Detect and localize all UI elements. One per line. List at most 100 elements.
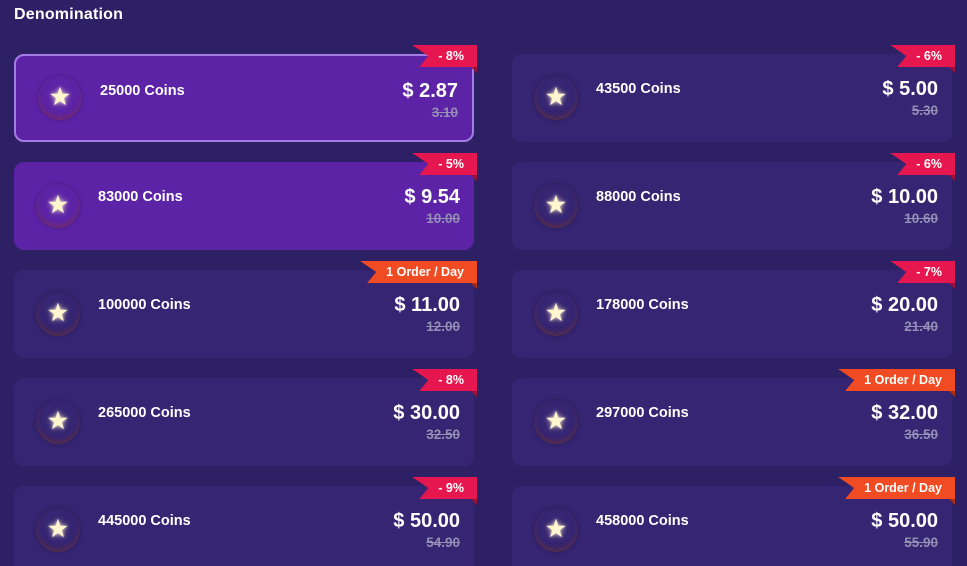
price-current: $ 11.00: [394, 294, 460, 316]
card-body: ★ 43500 Coins $ 5.00 5.30: [512, 54, 952, 142]
price-block: $ 50.00 54.90: [393, 510, 460, 550]
badge-fold-decoration: [471, 67, 477, 73]
price-block: $ 9.54 10.00: [404, 186, 460, 226]
card-body: ★ 100000 Coins $ 11.00 12.00: [14, 270, 474, 358]
denomination-card[interactable]: - 8% ★ 265000 Coins $ 30.00 32.50: [14, 369, 477, 466]
price-block: $ 20.00 21.40: [871, 294, 938, 334]
denomination-list: - 8% ★ 25000 Coins $ 2.87 3.10 - 6% ★ 43…: [14, 45, 967, 566]
price-block: $ 30.00 32.50: [393, 402, 460, 442]
price-current: $ 5.00: [882, 78, 938, 100]
page-title: Denomination: [14, 6, 124, 23]
star-coin-icon: ★: [534, 508, 578, 552]
card-body: ★ 297000 Coins $ 32.00 36.50: [512, 378, 952, 466]
coin-amount-label: 265000 Coins: [98, 405, 191, 421]
star-glyph: ★: [544, 514, 568, 543]
price-original: 3.10: [431, 105, 458, 120]
badge-fold-decoration: [949, 67, 955, 73]
coin-amount-label: 43500 Coins: [596, 81, 681, 97]
denomination-card[interactable]: - 9% ★ 445000 Coins $ 50.00 54.90: [14, 477, 477, 566]
price-original: 10.00: [426, 211, 460, 226]
discount-badge: - 6%: [890, 153, 955, 175]
denomination-card[interactable]: 1 Order / Day ★ 297000 Coins $ 32.00 36.…: [512, 369, 955, 466]
price-current: $ 20.00: [871, 294, 938, 316]
star-coin-icon: ★: [36, 292, 80, 336]
coin-amount-label: 25000 Coins: [100, 83, 185, 99]
coin-amount-label: 297000 Coins: [596, 405, 689, 421]
denomination-card[interactable]: - 7% ★ 178000 Coins $ 20.00 21.40: [512, 261, 955, 358]
star-glyph: ★: [46, 298, 70, 327]
badge-fold-decoration: [471, 499, 477, 505]
price-current: $ 50.00: [393, 510, 460, 532]
order-limit-badge: 1 Order / Day: [360, 261, 477, 283]
badge-fold-decoration: [471, 175, 477, 181]
star-glyph: ★: [46, 514, 70, 543]
price-block: $ 2.87 3.10: [402, 80, 458, 120]
price-original: 54.90: [426, 535, 460, 550]
star-glyph: ★: [544, 406, 568, 435]
star-coin-icon: ★: [36, 184, 80, 228]
price-original: 5.30: [911, 103, 938, 118]
star-coin-icon: ★: [534, 400, 578, 444]
price-original: 32.50: [426, 427, 460, 442]
badge-fold-decoration: [471, 283, 477, 289]
badge-fold-decoration: [949, 499, 955, 505]
card-body: ★ 88000 Coins $ 10.00 10.60: [512, 162, 952, 250]
price-block: $ 11.00 12.00: [394, 294, 460, 334]
order-limit-badge: 1 Order / Day: [838, 369, 955, 391]
discount-badge: - 8%: [412, 369, 477, 391]
price-block: $ 50.00 55.90: [871, 510, 938, 550]
card-body: ★ 458000 Coins $ 50.00 55.90: [512, 486, 952, 566]
price-block: $ 5.00 5.30: [882, 78, 938, 118]
card-body: ★ 83000 Coins $ 9.54 10.00: [14, 162, 474, 250]
price-original: 12.00: [426, 319, 460, 334]
coin-amount-label: 83000 Coins: [98, 189, 183, 205]
coin-amount-label: 100000 Coins: [98, 297, 191, 313]
badge-fold-decoration: [949, 175, 955, 181]
discount-badge: - 5%: [412, 153, 477, 175]
coin-amount-label: 445000 Coins: [98, 513, 191, 529]
discount-badge: - 9%: [412, 477, 477, 499]
price-original: 10.60: [904, 211, 938, 226]
price-original: 36.50: [904, 427, 938, 442]
discount-badge: - 8%: [412, 45, 477, 67]
card-body: ★ 178000 Coins $ 20.00 21.40: [512, 270, 952, 358]
coin-amount-label: 458000 Coins: [596, 513, 689, 529]
star-coin-icon: ★: [38, 76, 82, 120]
price-current: $ 32.00: [871, 402, 938, 424]
price-current: $ 30.00: [393, 402, 460, 424]
discount-badge: - 6%: [890, 45, 955, 67]
star-coin-icon: ★: [534, 184, 578, 228]
price-original: 21.40: [904, 319, 938, 334]
card-body: ★ 445000 Coins $ 50.00 54.90: [14, 486, 474, 566]
denomination-card[interactable]: 1 Order / Day ★ 458000 Coins $ 50.00 55.…: [512, 477, 955, 566]
denomination-card[interactable]: - 8% ★ 25000 Coins $ 2.87 3.10: [14, 45, 477, 142]
coin-amount-label: 88000 Coins: [596, 189, 681, 205]
badge-fold-decoration: [471, 391, 477, 397]
star-coin-icon: ★: [36, 508, 80, 552]
star-coin-icon: ★: [534, 292, 578, 336]
star-glyph: ★: [48, 82, 72, 111]
price-original: 55.90: [904, 535, 938, 550]
denomination-card[interactable]: - 6% ★ 88000 Coins $ 10.00 10.60: [512, 153, 955, 250]
card-body: ★ 25000 Coins $ 2.87 3.10: [14, 54, 474, 142]
price-current: $ 10.00: [871, 186, 938, 208]
denomination-card[interactable]: - 5% ★ 83000 Coins $ 9.54 10.00: [14, 153, 477, 250]
star-glyph: ★: [46, 190, 70, 219]
star-glyph: ★: [544, 190, 568, 219]
star-glyph: ★: [544, 82, 568, 111]
price-current: $ 50.00: [871, 510, 938, 532]
star-coin-icon: ★: [534, 76, 578, 120]
badge-fold-decoration: [949, 283, 955, 289]
denomination-card[interactable]: - 6% ★ 43500 Coins $ 5.00 5.30: [512, 45, 955, 142]
star-glyph: ★: [46, 406, 70, 435]
price-current: $ 9.54: [404, 186, 460, 208]
card-body: ★ 265000 Coins $ 30.00 32.50: [14, 378, 474, 466]
price-block: $ 32.00 36.50: [871, 402, 938, 442]
coin-amount-label: 178000 Coins: [596, 297, 689, 313]
order-limit-badge: 1 Order / Day: [838, 477, 955, 499]
denomination-card[interactable]: 1 Order / Day ★ 100000 Coins $ 11.00 12.…: [14, 261, 477, 358]
price-block: $ 10.00 10.60: [871, 186, 938, 226]
star-glyph: ★: [544, 298, 568, 327]
star-coin-icon: ★: [36, 400, 80, 444]
badge-fold-decoration: [949, 391, 955, 397]
